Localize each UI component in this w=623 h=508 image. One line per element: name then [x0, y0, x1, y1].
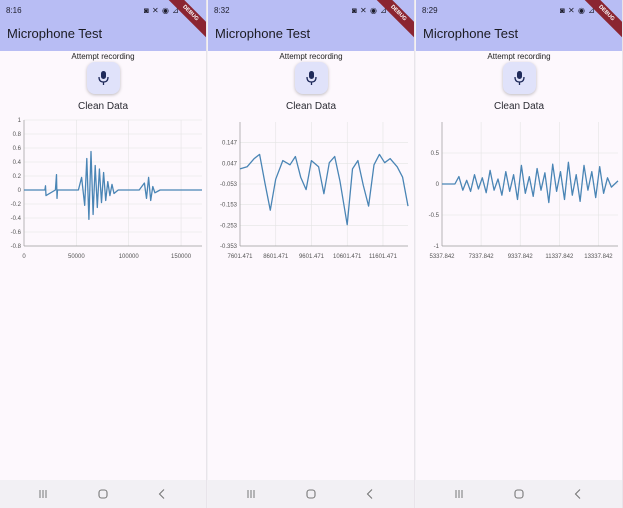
- record-button[interactable]: [87, 62, 120, 94]
- y-tick-label: 0.147: [222, 141, 238, 147]
- chart-title: Clean Data: [493, 101, 545, 112]
- record-button[interactable]: [295, 62, 328, 94]
- back-icon[interactable]: [363, 487, 377, 501]
- recents-icon[interactable]: [452, 487, 466, 501]
- plot-area: [24, 120, 202, 246]
- x-tick-label: 7337.842: [469, 254, 495, 260]
- mic-icon: [514, 71, 525, 85]
- x-tick-label: 8601.471: [263, 254, 289, 260]
- y-tick-label: 0: [18, 188, 22, 194]
- x-tick-label: 5337.842: [429, 254, 455, 260]
- phone-screen-3: 8:29 ◙ ✕ ◉ ⊿ 53 DEBUG Microphone Test At…: [416, 0, 623, 508]
- x-tick-label: 11601.471: [369, 254, 398, 260]
- y-tick-label: -0.5: [429, 213, 440, 219]
- home-icon[interactable]: [96, 487, 110, 501]
- clean-data-chart: 0.5 0 -0.5 -1 5337.842 7337.842 9337.842 11337.…: [429, 122, 619, 260]
- y-tick-label: -0.4: [11, 216, 22, 222]
- phone-screen-2: 8:32 ◙ ✕ ◉ ⊿ 52 DEBUG Microphone Test At…: [208, 0, 415, 508]
- mic-icon: [98, 71, 109, 85]
- y-tick-label: -0.6: [11, 230, 22, 236]
- y-tick-label: 0.047: [222, 161, 238, 167]
- series-line: [24, 150, 202, 221]
- clean-data-chart: 10.80.60.40.20-0.2-0.4-0.6-0.80 50000 1000…: [11, 118, 202, 260]
- x-tick-label: 13337.842: [584, 254, 613, 260]
- back-icon[interactable]: [571, 487, 585, 501]
- status-icons: ◙ ✕ ◉ ⊿ 58: [143, 6, 192, 15]
- y-tick-label: 1: [18, 118, 22, 124]
- series-line: [442, 161, 619, 204]
- status-time: 8:29: [422, 6, 438, 15]
- recents-icon[interactable]: [244, 487, 258, 501]
- y-tick-label: -0.253: [220, 223, 238, 229]
- y-tick-label: -0.153: [220, 203, 238, 209]
- y-tick-label: -1: [434, 244, 440, 250]
- status-time: 8:16: [6, 6, 22, 15]
- x-tick-label: 50000: [68, 254, 85, 260]
- nav-bar: [416, 480, 622, 508]
- clean-data-chart: 0.147 0.047 -0.053 -0.153 -0.253 -0.353 7601.4…: [220, 122, 409, 260]
- mic-icon: [306, 71, 317, 85]
- y-tick-label: 0.2: [13, 174, 22, 180]
- status-icons: ◙ ✕ ◉ ⊿ 53: [559, 6, 608, 15]
- y-tick-label: 0.6: [13, 146, 22, 152]
- app-title: Microphone Test: [7, 26, 103, 41]
- app-bar: 8:16 ◙ ✕ ◉ ⊿ 58 DEBUG Microphone Test: [0, 0, 206, 51]
- series-line: [239, 153, 409, 226]
- y-tick-label: -0.353: [220, 244, 238, 250]
- y-tick-label: 0.5: [431, 151, 440, 157]
- back-icon[interactable]: [155, 487, 169, 501]
- y-tick-label: -0.053: [220, 182, 238, 188]
- record-label: Attempt recording: [71, 52, 135, 61]
- x-tick-label: 7601.471: [227, 254, 253, 260]
- app-bar: 8:29 ◙ ✕ ◉ ⊿ 53 DEBUG Microphone Test: [416, 0, 622, 51]
- app-title: Microphone Test: [423, 26, 519, 41]
- status-time: 8:32: [214, 6, 230, 15]
- x-tick-label: 150000: [171, 254, 192, 260]
- x-tick-label: 9337.842: [508, 254, 534, 260]
- record-label: Attempt recording: [487, 52, 551, 61]
- home-icon[interactable]: [512, 487, 526, 501]
- home-icon[interactable]: [304, 487, 318, 501]
- phone-screen-1: 8:16 ◙ ✕ ◉ ⊿ 58 DEBUG Microphone Test At…: [0, 0, 207, 508]
- chart-title: Clean Data: [285, 101, 337, 112]
- x-tick-label: 0: [22, 254, 26, 260]
- y-tick-label: -0.8: [11, 244, 22, 250]
- y-tick-label: 0.4: [13, 160, 22, 166]
- status-icons: ◙ ✕ ◉ ⊿ 52: [351, 6, 400, 15]
- y-tick-label: 0.8: [13, 132, 22, 138]
- record-label: Attempt recording: [279, 52, 343, 61]
- x-tick-label: 10601.471: [333, 254, 362, 260]
- app-bar: 8:32 ◙ ✕ ◉ ⊿ 52 DEBUG Microphone Test: [208, 0, 414, 51]
- y-tick-label: -0.2: [11, 202, 22, 208]
- y-tick-label: 0: [436, 182, 440, 188]
- chart-title: Clean Data: [77, 101, 129, 112]
- x-tick-label: 9601.471: [299, 254, 325, 260]
- nav-bar: [208, 480, 414, 508]
- recents-icon[interactable]: [36, 487, 50, 501]
- x-tick-label: 11337.842: [545, 254, 574, 260]
- app-title: Microphone Test: [215, 26, 311, 41]
- record-button[interactable]: [503, 62, 536, 94]
- x-tick-label: 100000: [119, 254, 140, 260]
- nav-bar: [0, 480, 206, 508]
